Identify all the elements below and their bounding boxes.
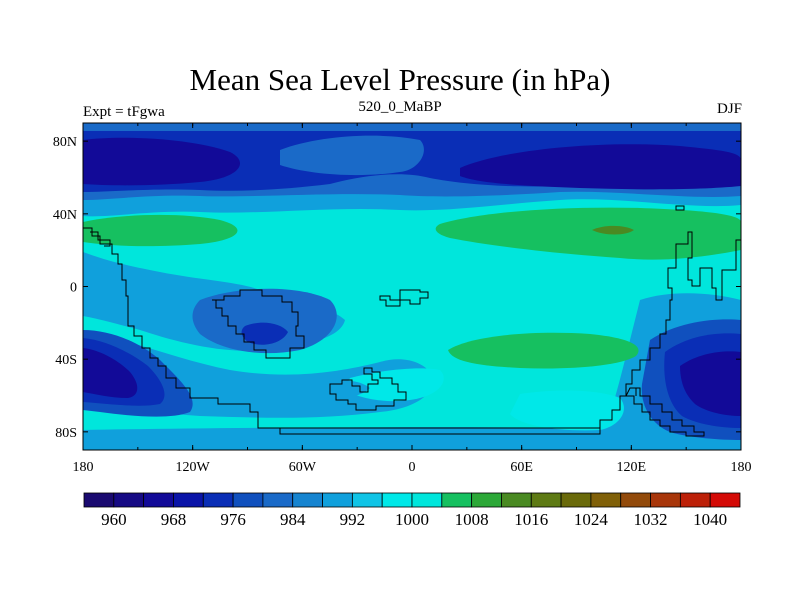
colorbar-swatch <box>83 492 115 508</box>
lon-tick-label: 180 <box>731 460 752 475</box>
colorbar-swatch <box>232 492 264 508</box>
lon-tick-label: 120E <box>617 460 647 475</box>
colorbar-swatch <box>709 492 741 508</box>
contour-fill <box>83 123 741 450</box>
colorbar-swatch <box>679 492 711 508</box>
lon-tick-label: 120W <box>176 460 211 475</box>
colorbar-swatch <box>381 492 413 508</box>
period-label: 520_0_MaBP <box>358 99 442 115</box>
colorbar-swatch <box>173 492 204 508</box>
colorbar: 960 968 976 984 992 1000 1008 1016 1024 1032 1040 <box>83 492 741 529</box>
lon-tick-label: 0 <box>409 460 416 475</box>
lat-tick-label: 40S <box>55 353 77 368</box>
coastlines <box>83 205 741 437</box>
colorbar-swatch <box>262 492 294 508</box>
colorbar-swatch <box>143 492 174 508</box>
colorbar-swatch <box>501 492 532 508</box>
colorbar-swatch <box>411 492 443 508</box>
colorbar-swatch <box>292 492 323 508</box>
map-title: Mean Sea Level Pressure (in hPa) <box>189 62 611 97</box>
lon-tick-label: 60W <box>289 460 317 475</box>
map-axes: 180 120W 60W 0 60E 120E 180 80N 40N 0 40S 80S <box>53 123 752 475</box>
colorbar-swatch <box>530 492 562 508</box>
colorbar-label: 1024 <box>574 510 609 529</box>
colorbar-label: 984 <box>280 510 306 529</box>
colorbar-label: 992 <box>340 510 366 529</box>
colorbar-swatch <box>560 492 592 508</box>
colorbar-swatch <box>590 492 622 508</box>
colorbar-label: 960 <box>101 510 127 529</box>
colorbar-label: 976 <box>220 510 246 529</box>
colorbar-swatch <box>620 492 651 508</box>
lat-tick-label: 40N <box>53 208 77 223</box>
colorbar-swatch <box>322 492 353 508</box>
colorbar-swatch <box>441 492 473 508</box>
colorbar-label: 1032 <box>634 510 668 529</box>
colorbar-label: 968 <box>161 510 187 529</box>
colorbar-swatch <box>471 492 502 508</box>
lon-tick-label: 60E <box>510 460 533 475</box>
colorbar-swatch <box>351 492 383 508</box>
colorbar-label: 1016 <box>514 510 548 529</box>
colorbar-label: 1040 <box>693 510 727 529</box>
colorbar-swatch <box>113 492 145 508</box>
lat-tick-label: 80S <box>55 426 77 441</box>
colorbar-label: 1008 <box>455 510 489 529</box>
season-label: DJF <box>716 101 742 117</box>
colorbar-swatch <box>650 492 681 508</box>
lat-tick-label: 0 <box>70 281 77 296</box>
experiment-label: Expt = tFgwa <box>83 104 165 120</box>
lon-tick-label: 180 <box>73 460 94 475</box>
colorbar-swatch <box>202 492 234 508</box>
lat-tick-label: 80N <box>53 135 77 150</box>
colorbar-label: 1000 <box>395 510 429 529</box>
